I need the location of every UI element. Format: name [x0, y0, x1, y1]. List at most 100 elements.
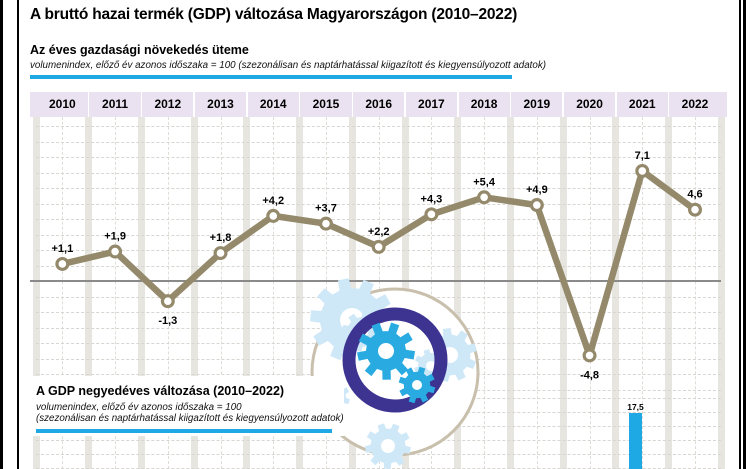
year-label: 2020 [576, 97, 603, 111]
gridline-horizontal [36, 219, 722, 220]
grid-column-centerline [431, 117, 433, 469]
gear-hole [412, 380, 422, 390]
frame-left-outer-line [0, 0, 3, 469]
data-point-marker [160, 294, 175, 309]
grid-column-band [612, 117, 620, 469]
year-label: 2012 [154, 97, 182, 111]
grid-column-band [243, 117, 251, 469]
gridline-horizontal [36, 157, 722, 158]
year-label: 2011 [102, 97, 129, 111]
data-point-label: +1,8 [210, 232, 232, 244]
grid-column-centerline [695, 117, 696, 469]
year-label: 2010 [49, 97, 76, 111]
grid-column-centerline [589, 117, 591, 469]
data-point-label: +4,2 [262, 195, 284, 207]
grid-column-centerline [484, 117, 486, 469]
data-point-label: +2,2 [368, 226, 390, 238]
data-point-marker [318, 216, 333, 231]
grid-column-centerline [220, 117, 222, 469]
frame-right-inner-line [739, 0, 741, 469]
grid-column-band [32, 117, 40, 469]
data-point-marker [371, 239, 386, 254]
gridline-horizontal [36, 141, 722, 143]
grid-column-band [454, 117, 462, 469]
data-point-marker [55, 256, 70, 271]
year-label: 2022 [681, 97, 709, 111]
year-band: 2010 2011 2012 2013 2014 2015 2016 2017 2018 2019… [30, 92, 727, 117]
grid-column-centerline [167, 117, 169, 469]
gear-hole [378, 343, 394, 359]
data-point-marker [424, 207, 439, 222]
grid-column-band [506, 117, 514, 469]
grid-column-centerline [273, 117, 275, 469]
quarterly-section-note-2: (szezonálisan és naptárhatással kiigazít… [36, 413, 344, 424]
quarterly-section-panel: A GDP negyedéves változása (2010–2022) v… [26, 376, 344, 436]
year-band-separator [193, 92, 195, 117]
data-point-marker [687, 202, 702, 217]
data-point-marker [266, 208, 281, 223]
year-label: 2018 [470, 97, 498, 111]
data-point-label: -1,3 [158, 315, 177, 327]
year-band-separator [667, 92, 670, 117]
trend-line [59, 167, 699, 359]
year-band-separator [404, 92, 406, 117]
gridline-horizontal [36, 265, 722, 267]
data-point-label: +4,9 [526, 184, 548, 196]
data-point-label: +3,7 [315, 203, 337, 215]
data-point-marker [582, 348, 597, 363]
year-label: 2019 [523, 97, 551, 111]
grid-column-band [717, 117, 725, 469]
gridline-horizontal [36, 188, 722, 189]
year-band-separator [246, 92, 248, 117]
data-point-marker [213, 246, 228, 261]
quarterly-section-title: A GDP negyedéves változása (2010–2022) [36, 384, 285, 398]
data-point-marker [477, 190, 492, 205]
data-point-label: 7,1 [635, 150, 650, 162]
year-label: 2021 [628, 97, 656, 111]
frame-left-inner-line [17, 0, 19, 469]
data-point-label: -4,8 [580, 369, 599, 381]
year-band-separator [140, 92, 143, 117]
grid-column-centerline [536, 117, 538, 469]
grid-column-band [85, 117, 93, 469]
gridline-horizontal [36, 203, 722, 205]
grid-column-centerline [115, 117, 117, 469]
year-band-separator [87, 92, 90, 117]
quarterly-bar [629, 413, 642, 469]
gear-hole [381, 439, 395, 453]
indigo-ring [342, 307, 448, 413]
grid-column-band [296, 117, 304, 469]
grid-column-centerline [62, 117, 64, 469]
year-band-separator [509, 92, 512, 117]
grid-column-band [190, 117, 198, 469]
year-label: 2014 [259, 97, 287, 111]
grid-column-centerline [642, 117, 644, 469]
annual-section-note: volumenindex, előző év azonos időszaka =… [30, 60, 547, 71]
frame-right-outer-line [743, 0, 746, 469]
year-label: 2016 [365, 97, 393, 111]
gridline-horizontal [36, 234, 722, 236]
gridline-horizontal [36, 172, 722, 174]
year-band-separator [351, 92, 354, 117]
year-label: 2017 [418, 97, 445, 111]
quarterly-bar-label: 17,5 [627, 402, 644, 412]
grid-column-band [665, 117, 673, 469]
year-label: 2013 [207, 97, 234, 111]
grid-column-band [137, 117, 145, 469]
year-band-separator [615, 92, 617, 117]
year-band-separator [298, 92, 301, 117]
gear-hole [426, 361, 436, 371]
data-point-label: +4,3 [421, 193, 443, 205]
year-label: 2015 [312, 97, 340, 111]
page-title: A bruttó hazai termék (GDP) változása Ma… [30, 6, 518, 23]
data-point-label: 4,6 [687, 189, 702, 201]
annual-section-title: Az éves gazdasági növekedés üteme [30, 43, 249, 57]
quarterly-section-note-1: volumenindex, előző év azonos időszaka =… [36, 402, 242, 413]
data-point-marker [529, 198, 544, 213]
data-point-marker [635, 163, 650, 178]
data-point-marker [108, 244, 123, 259]
data-point-label: +1,1 [52, 243, 74, 255]
